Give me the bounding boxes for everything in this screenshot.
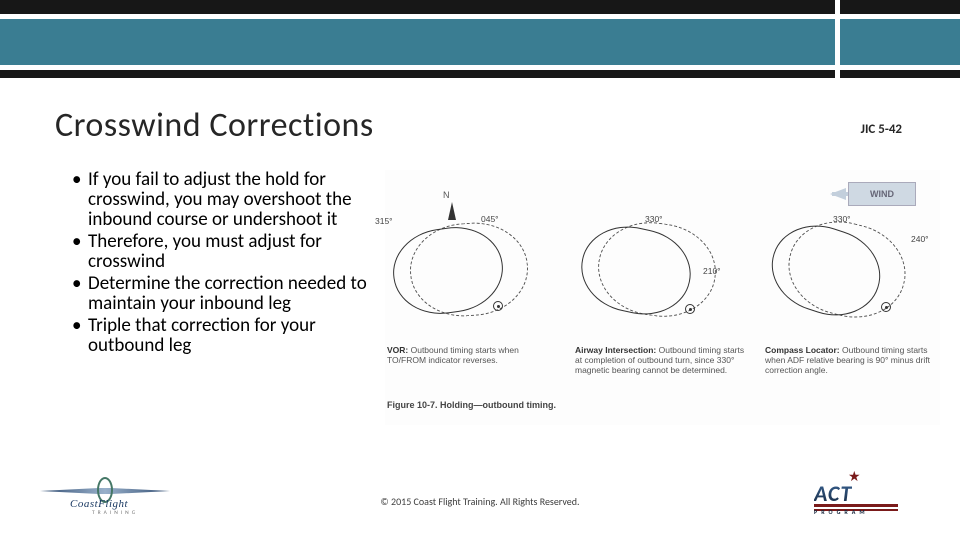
logo-subtext: PROGRAM: [814, 508, 869, 516]
hold-pattern-compass: 330° 240° Compass Locator: Outbound timi…: [763, 176, 933, 326]
bullet-item: Therefore, you must adjust for crosswind: [72, 232, 382, 272]
caption-bold: VOR:: [387, 345, 408, 355]
north-label: N: [443, 190, 450, 200]
pattern-caption: Compass Locator: Outbound timing starts …: [765, 346, 935, 375]
header-dark-right-bottom: [840, 70, 960, 78]
fix-icon: [685, 304, 695, 314]
header-band: [0, 0, 960, 78]
heading-label: 315°: [375, 216, 393, 226]
header-teal-left: [0, 19, 835, 65]
diagram-region: WIND N 315° 045° VOR: Outbound timing st…: [385, 170, 940, 425]
pattern-caption: VOR: Outbound timing starts when TO/FROM…: [387, 346, 557, 366]
bullet-item: Determine the correction needed to maint…: [72, 274, 382, 314]
logo-bars-icon: [814, 504, 898, 507]
bullet-item: If you fail to adjust the hold for cross…: [72, 170, 382, 230]
pattern-caption: Airway Intersection: Outbound timing sta…: [575, 346, 745, 375]
fix-icon: [493, 301, 503, 311]
bullet-list: If you fail to adjust the hold for cross…: [72, 170, 382, 357]
caption-bold: Airway Intersection:: [575, 345, 656, 355]
page-title: Crosswind Corrections: [55, 105, 374, 146]
north-arrow-icon: [448, 202, 456, 220]
header-dark-right-top: [840, 0, 960, 14]
heading-label: 240°: [911, 234, 929, 244]
hold-pattern-vor: N 315° 045° VOR: Outbound timing starts …: [385, 176, 555, 326]
coast-flight-logo: CoastFlight TRAINING: [40, 470, 170, 510]
header-dark-left-top: [0, 0, 835, 14]
logo-text: ACT: [814, 480, 852, 507]
act-program-logo: ★ ACT PROGRAM: [808, 470, 908, 516]
header-teal-right: [840, 19, 960, 65]
bullet-item: Triple that correction for your outbound…: [72, 316, 382, 356]
hold-pattern-airway: 330° 210° Airway Intersection: Outbound …: [573, 176, 743, 326]
logo-text: CoastFlight: [70, 498, 128, 510]
fix-icon: [881, 302, 891, 312]
caption-bold: Compass Locator:: [765, 345, 840, 355]
reference-code: JIC 5-42: [861, 122, 902, 137]
logo-subtext: TRAINING: [92, 510, 138, 516]
figure-caption: Figure 10-7. Holding—outbound timing.: [387, 400, 556, 410]
header-dark-left-bottom: [0, 70, 835, 78]
